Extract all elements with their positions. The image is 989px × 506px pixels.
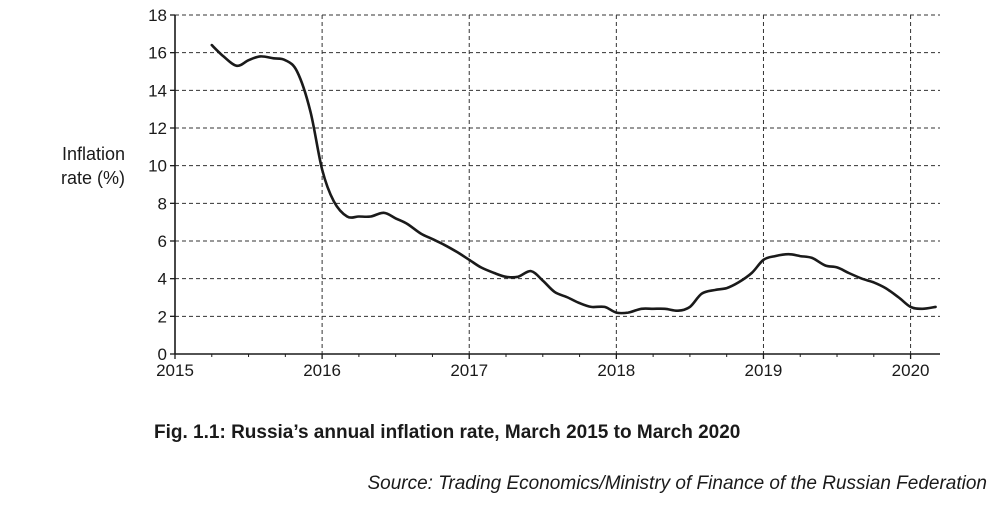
y-tick-label: 2 <box>158 307 167 326</box>
y-axis-label-line-2: rate (%) <box>61 168 125 188</box>
y-tick-label: 6 <box>158 232 167 251</box>
x-tick-label: 2017 <box>450 361 488 380</box>
y-tick-label: 16 <box>148 44 167 63</box>
x-tick-label: 2018 <box>597 361 635 380</box>
figure-source: Source: Trading Economics/Ministry of Fi… <box>367 473 987 494</box>
y-tick-label: 4 <box>158 270 167 289</box>
y-tick-label: 8 <box>158 194 167 213</box>
y-tick-label: 18 <box>148 6 167 25</box>
y-tick-label: 12 <box>148 119 167 138</box>
y-axis-label-line-1: Inflation <box>62 144 125 164</box>
grid-lines <box>175 14 940 354</box>
y-tick-label: 0 <box>158 345 167 364</box>
y-tick-label: 10 <box>148 157 167 176</box>
x-tick-label: 2019 <box>745 361 783 380</box>
inflation-series-line <box>210 43 937 315</box>
x-tick-label: 2016 <box>303 361 341 380</box>
inflation-line-chart: 0 2 4 6 8 10 12 14 16 18 2015 2016 2017 2018 2019 2020… <box>61 6 940 380</box>
x-tick-label: 2020 <box>892 361 930 380</box>
figure-caption: Fig. 1.1: Russia’s annual inflation rate… <box>154 422 741 443</box>
x-tick-label: 2015 <box>156 361 194 380</box>
y-tick-label: 14 <box>148 81 167 100</box>
x-axis-ticks: 2015 2016 2017 2018 2019 2020 <box>156 354 929 380</box>
axes <box>174 15 940 355</box>
y-axis-ticks: 0 2 4 6 8 10 12 14 16 18 <box>148 6 175 364</box>
